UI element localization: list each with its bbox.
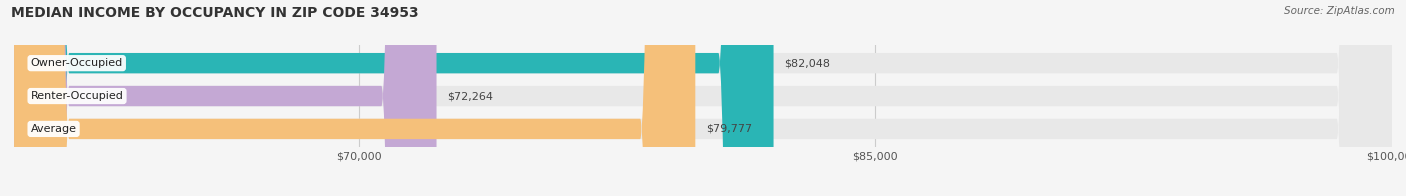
FancyBboxPatch shape <box>14 0 1392 196</box>
FancyBboxPatch shape <box>14 0 1392 196</box>
Text: $82,048: $82,048 <box>785 58 831 68</box>
FancyBboxPatch shape <box>14 0 773 196</box>
FancyBboxPatch shape <box>14 0 1392 196</box>
FancyBboxPatch shape <box>14 0 696 196</box>
Text: Average: Average <box>31 124 76 134</box>
Text: $72,264: $72,264 <box>447 91 494 101</box>
Text: Source: ZipAtlas.com: Source: ZipAtlas.com <box>1284 6 1395 16</box>
Text: MEDIAN INCOME BY OCCUPANCY IN ZIP CODE 34953: MEDIAN INCOME BY OCCUPANCY IN ZIP CODE 3… <box>11 6 419 20</box>
Text: $79,777: $79,777 <box>706 124 752 134</box>
Text: Owner-Occupied: Owner-Occupied <box>31 58 122 68</box>
FancyBboxPatch shape <box>14 0 436 196</box>
Text: Renter-Occupied: Renter-Occupied <box>31 91 124 101</box>
